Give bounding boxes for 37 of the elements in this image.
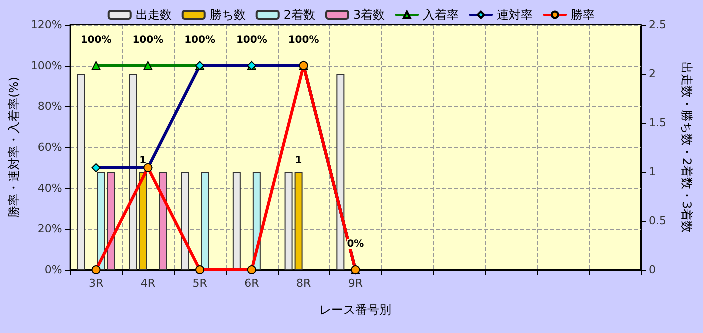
legend-label: 入着率 [423,8,460,22]
data-label: 100% [236,34,268,46]
x-tick-label: 3R [88,277,104,290]
y2-tick-label: 1.5 [649,116,666,130]
y2-tick-label: 1 [649,166,656,178]
y-tick-label: 0% [44,264,62,276]
data-label: 1 [295,156,302,166]
x-tick-label: 5R [192,277,208,290]
x-tick-label: 6R [244,277,260,290]
y-axis-title: 勝率・連対率・入着率(%) [7,77,21,218]
y-tick-label: 40% [38,182,62,195]
y-tick-label: 100% [30,59,62,72]
y2-tick-label: 2.5 [649,18,666,32]
data-label: 0% [347,239,364,250]
x-tick-label: 8R [296,277,312,290]
x-axis-title: レース番号別 [320,303,392,317]
y2-tick-label: 2 [649,68,656,80]
y-tick-label: 20% [38,222,62,236]
legend-label: 連対率 [497,8,534,22]
x-tick-label: 9R [348,277,364,290]
y2-tick-label: 0 [649,264,656,276]
legend-label: 2着数 [284,8,316,22]
y-tick-label: 120% [30,18,62,32]
data-label: 100% [80,34,112,46]
data-label: 100% [132,34,164,46]
data-label: 100% [288,34,320,46]
data-label: 1 [140,156,147,166]
y-tick-label: 60% [38,141,62,154]
legend-label: 出走数 [136,8,172,22]
legend-label: 3着数 [354,8,386,22]
legend-label: 勝率 [571,8,596,22]
legend-label: 勝ち数 [210,8,246,22]
y-tick-label: 80% [38,100,62,114]
x-tick-label: 4R [140,277,156,290]
y2-axis-title: 出走数・勝ち数・2着数・3着数 [680,62,694,234]
data-label: 100% [184,34,216,46]
y2-tick-label: 0.5 [649,214,666,228]
